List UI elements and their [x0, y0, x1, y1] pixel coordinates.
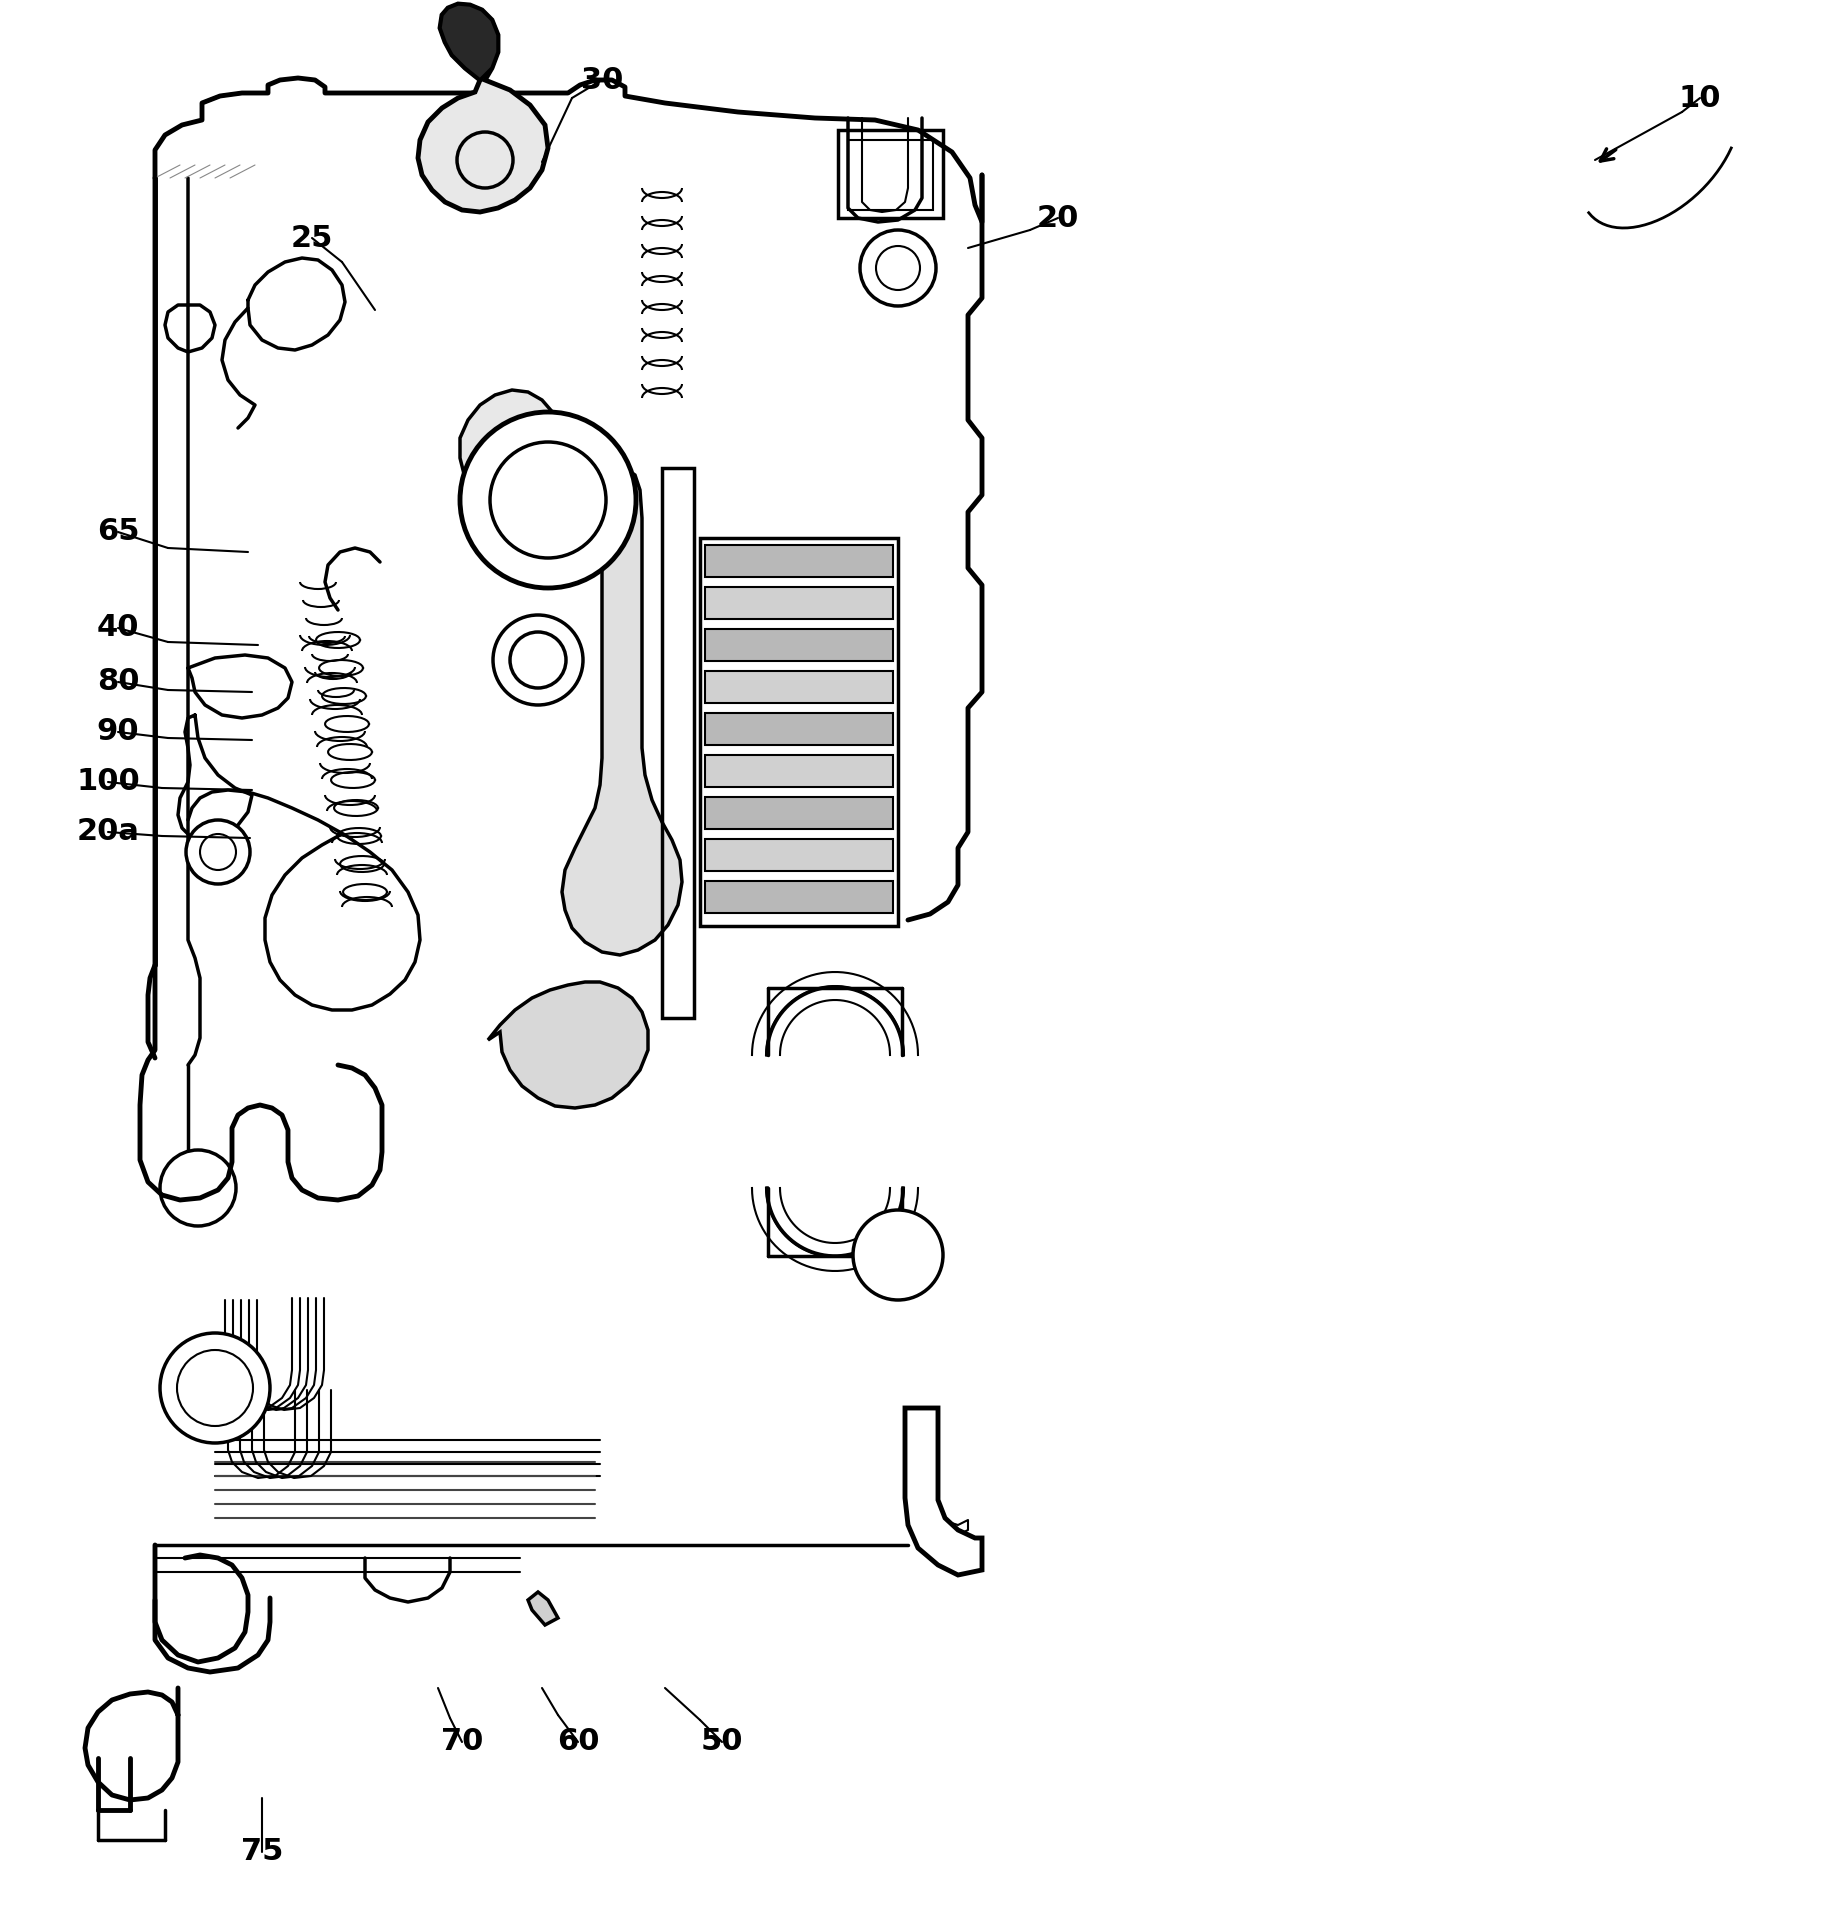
- Polygon shape: [529, 1593, 558, 1625]
- Bar: [704, 587, 893, 619]
- Bar: [704, 545, 893, 577]
- Text: 100: 100: [76, 767, 140, 797]
- Text: 75: 75: [240, 1837, 283, 1866]
- Polygon shape: [460, 390, 562, 509]
- Circle shape: [161, 1333, 270, 1444]
- Polygon shape: [418, 4, 547, 212]
- Text: 50: 50: [700, 1728, 743, 1757]
- Bar: [704, 755, 893, 788]
- Polygon shape: [440, 4, 497, 80]
- Text: 60: 60: [556, 1728, 599, 1757]
- Circle shape: [161, 1149, 237, 1226]
- Polygon shape: [904, 1407, 981, 1575]
- Bar: [704, 629, 893, 662]
- Circle shape: [187, 820, 249, 883]
- Bar: [704, 713, 893, 746]
- Circle shape: [493, 616, 582, 706]
- Bar: [700, 537, 898, 925]
- Circle shape: [852, 1210, 942, 1300]
- Polygon shape: [488, 983, 647, 1107]
- Text: 20: 20: [1037, 203, 1079, 233]
- Text: 90: 90: [96, 717, 139, 746]
- Bar: [837, 130, 942, 218]
- Text: 70: 70: [440, 1728, 482, 1757]
- Text: 25: 25: [290, 224, 333, 252]
- Text: 30: 30: [580, 65, 623, 94]
- Text: 65: 65: [96, 518, 139, 547]
- Circle shape: [460, 411, 636, 589]
- Text: 80: 80: [96, 667, 139, 696]
- Text: 10: 10: [1678, 84, 1720, 113]
- Circle shape: [859, 229, 935, 306]
- Bar: [704, 839, 893, 872]
- Bar: [704, 797, 893, 830]
- Polygon shape: [562, 468, 682, 954]
- Text: 40: 40: [96, 614, 139, 642]
- Text: 20a: 20a: [76, 818, 139, 847]
- Bar: [704, 881, 893, 914]
- Bar: [662, 468, 693, 1017]
- Bar: [848, 140, 933, 210]
- Bar: [704, 671, 893, 704]
